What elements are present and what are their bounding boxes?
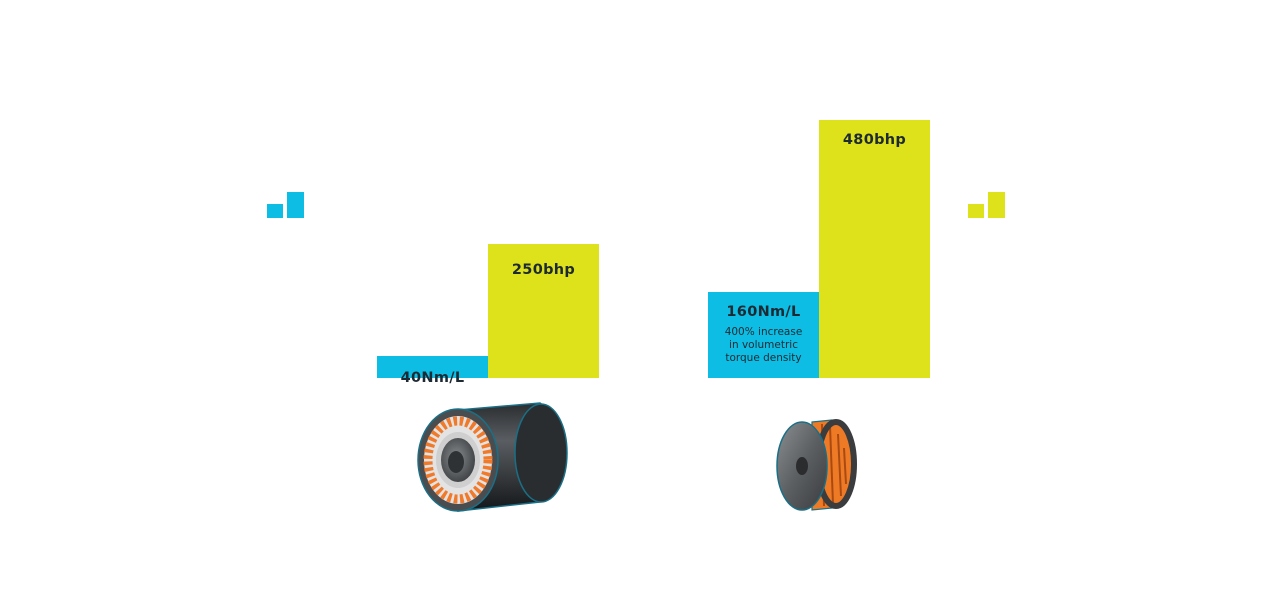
bar-label-power-conventional: 250bhp [511, 262, 576, 278]
legend-square-small [968, 204, 984, 218]
bar-label-power-axial: 480bhp [842, 132, 907, 148]
bar-power-conventional: 250bhp [488, 244, 599, 378]
axial-flux-motor-image [776, 419, 857, 511]
bar-chart-icon-right [968, 192, 1006, 218]
legend-square-tall [287, 192, 304, 218]
bar-note-torque-increase: 400% increase in volumetric torque densi… [724, 326, 803, 364]
bar-label-torque-conventional: 40Nm/L [400, 370, 465, 386]
legend-square-small [267, 204, 283, 218]
bar-chart-icon-left [267, 192, 305, 218]
legend-square-tall [988, 192, 1005, 218]
bar-torque-axial: 160Nm/L 400% increase in volumetric torq… [708, 292, 819, 378]
bar-torque-conventional: 40Nm/L [377, 356, 488, 386]
bar-power-axial: 480bhp [819, 120, 930, 378]
conventional-radial-motor-image [417, 402, 568, 512]
bar-label-torque-axial: 160Nm/L [726, 304, 801, 320]
stator-slots [423, 416, 493, 504]
